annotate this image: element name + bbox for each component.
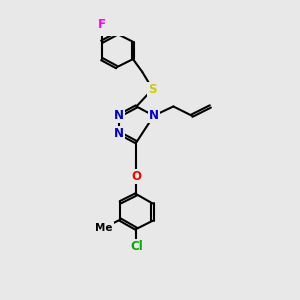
Text: F: F bbox=[98, 18, 106, 31]
Text: Cl: Cl bbox=[130, 240, 143, 253]
Text: S: S bbox=[148, 82, 157, 96]
Text: N: N bbox=[149, 109, 159, 122]
Text: N: N bbox=[114, 127, 124, 140]
Text: Me: Me bbox=[95, 223, 113, 233]
Text: O: O bbox=[131, 170, 141, 183]
Text: N: N bbox=[114, 109, 124, 122]
